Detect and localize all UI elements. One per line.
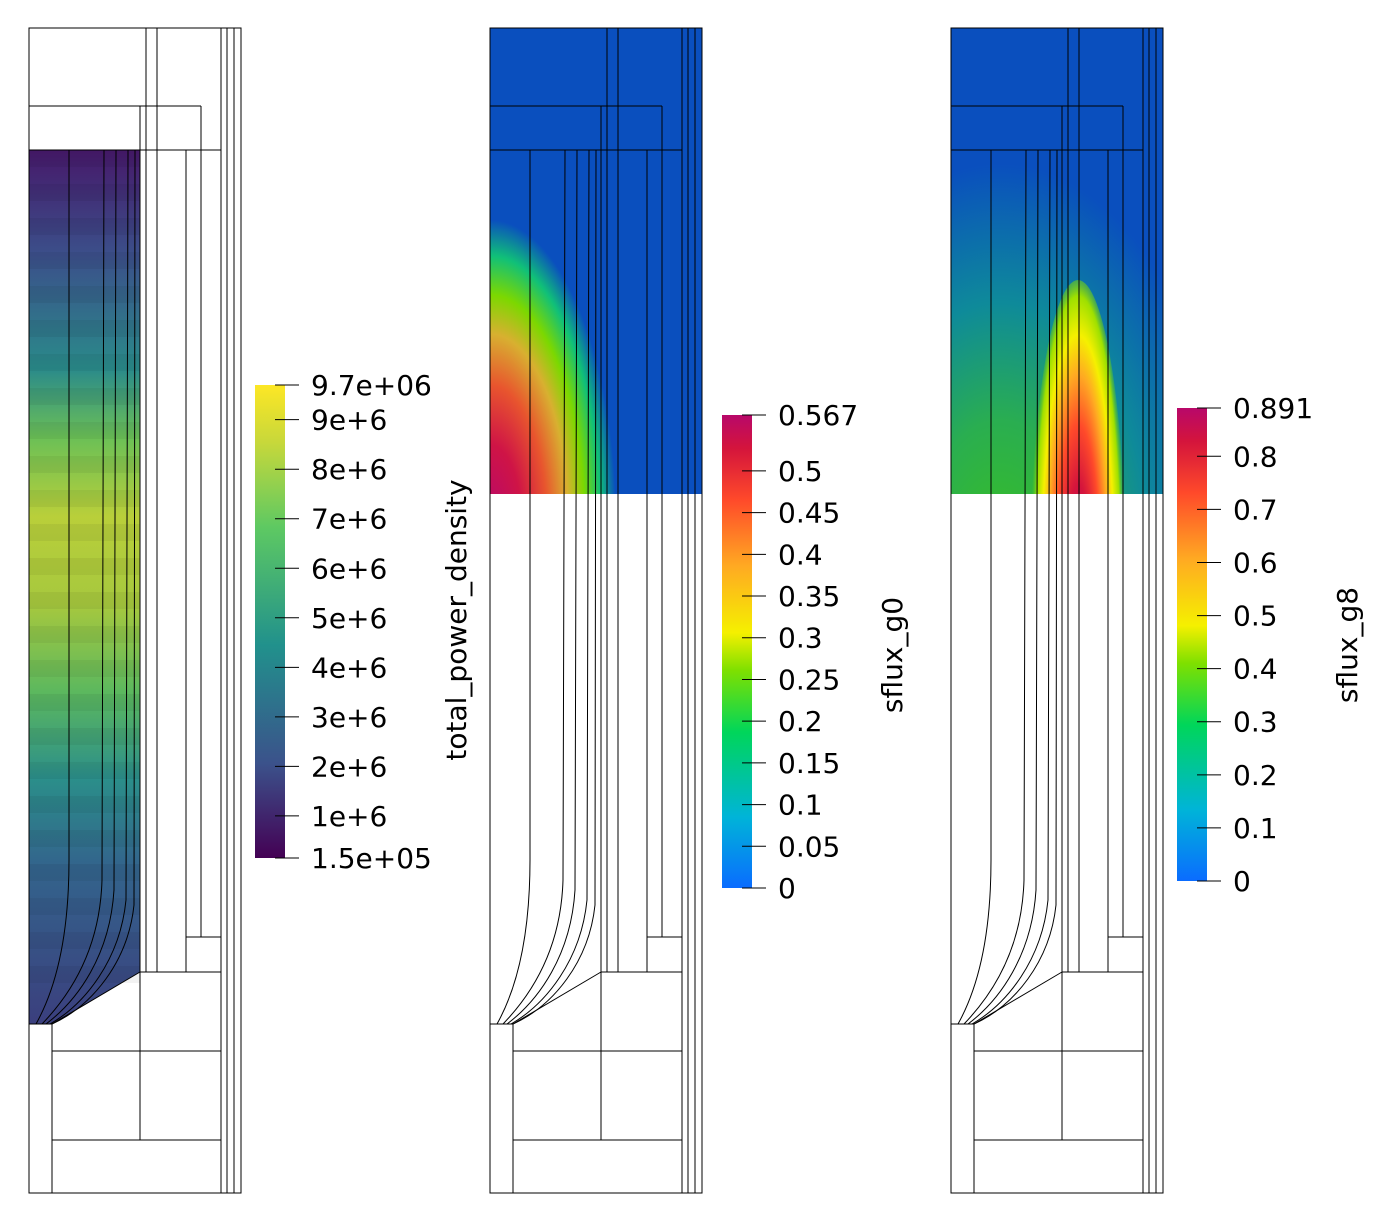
- fuel-cell-band: [29, 354, 140, 371]
- flux-peak-g0: [490, 210, 620, 494]
- colorbar-tick-label: 0.5: [1233, 600, 1278, 633]
- colorbar-tick-label: 1e+6: [311, 800, 387, 833]
- colorbar-tick-label: 0.3: [778, 622, 823, 655]
- colorbar-tick-label: 7e+6: [311, 503, 387, 536]
- fuel-cell-bands: [29, 150, 140, 983]
- mesh-domain-2: [489, 27, 703, 1194]
- colorbar-tick-label: 1.5e+05: [311, 842, 432, 875]
- colorbar-tick-label: 0.1: [778, 789, 823, 822]
- fuel-cell-band: [29, 184, 140, 201]
- fuel-cell-band: [29, 286, 140, 303]
- colorbar-tick-label: 0.891: [1233, 392, 1313, 425]
- fuel-cell-band: [29, 864, 140, 881]
- colorbar-tick-label: 0.4: [778, 538, 823, 571]
- fuel-cell-band: [29, 422, 140, 439]
- fuel-cell-band: [29, 626, 140, 643]
- colorbar-tick-label: 9e+6: [311, 404, 387, 437]
- fuel-region: [29, 150, 140, 1024]
- fuel-cell-band: [29, 490, 140, 507]
- colorbar-tick-label: 0.567: [778, 399, 858, 432]
- flux-peak-g8: [1032, 280, 1124, 494]
- colorbar-title-sflux-g0: sflux_g0: [876, 597, 909, 713]
- panel-sflux-g0: 0.567 0.5 0.45 0.4 0.35 0.3 0.25 0.2 0.15 0.1 0.05…: [489, 27, 909, 1194]
- colorbar-title-sflux-g8: sflux_g8: [1331, 587, 1364, 703]
- flux-broad-g8: [951, 90, 1163, 494]
- colorbar-ticks-sflux-g8: 0.891 0.8 0.7 0.6 0.5 0.4 0.3 0.2 0.1 0: [1197, 392, 1313, 898]
- fuel-cell-band: [29, 150, 140, 167]
- colorbar-tick-label: 2e+6: [311, 750, 387, 783]
- colorbar-tick-label: 0: [778, 872, 796, 905]
- colorbar-power-density: [255, 385, 285, 858]
- colorbar-sflux-g0: [722, 415, 752, 888]
- colorbar-tick-label: 6e+6: [311, 552, 387, 585]
- colorbar-tick-label: 5e+6: [311, 602, 387, 635]
- colorbar-tick-label: 0: [1233, 865, 1251, 898]
- colorbar-tick-label: 0.45: [778, 497, 840, 530]
- fuel-cell-band: [29, 660, 140, 677]
- colorbar-tick-label: 0.05: [778, 830, 840, 863]
- fuel-cell-band: [29, 694, 140, 711]
- fuel-cell-band: [29, 592, 140, 609]
- colorbar-tick-label: 0.35: [778, 580, 840, 613]
- colorbar-sflux-g8: [1177, 408, 1207, 881]
- colorbar-tick-label: 0.15: [778, 747, 840, 780]
- fuel-cell-band: [29, 524, 140, 541]
- fuel-cell-band: [29, 796, 140, 813]
- mesh-domain-1: [28, 27, 242, 1194]
- fuel-cell-band: [29, 218, 140, 235]
- panel-sflux-g8: 0.891 0.8 0.7 0.6 0.5 0.4 0.3 0.2 0.1 0 sflux_g8: [950, 27, 1364, 1194]
- colorbar-tick-label: 0.7: [1233, 493, 1278, 526]
- fuel-cell-band: [29, 558, 140, 575]
- colorbar-tick-label: 0.25: [778, 663, 840, 696]
- colorbar-tick-label: 4e+6: [311, 651, 387, 684]
- colorbar-tick-label: 3e+6: [311, 701, 387, 734]
- colorbar-tick-label: 0.8: [1233, 440, 1278, 473]
- colorbar-tick-label: 0.2: [778, 705, 823, 738]
- fuel-cell-band: [29, 830, 140, 847]
- colorbar-tick-label: 0.2: [1233, 759, 1278, 792]
- colorbar-tick-label: 8e+6: [311, 453, 387, 486]
- fuel-cell-band: [29, 388, 140, 405]
- fuel-cell-band: [29, 728, 140, 745]
- fuel-cell-band: [29, 762, 140, 779]
- fuel-cell-band: [29, 252, 140, 269]
- colorbar-tick-label: 0.1: [1233, 812, 1278, 845]
- fuel-cell-band: [29, 898, 140, 915]
- colorbar-tick-label: 0.6: [1233, 546, 1278, 579]
- colorbar-tick-label: 0.3: [1233, 706, 1278, 739]
- mesh-domain-3: [950, 27, 1164, 1194]
- colorbar-tick-label: 0.4: [1233, 653, 1278, 686]
- fuel-cell-band: [29, 456, 140, 473]
- fuel-cell-band: [29, 966, 140, 983]
- fuel-cell-band: [29, 932, 140, 949]
- colorbar-title-power-density: total_power_density: [440, 479, 473, 760]
- colorbar-tick-label: 9.7e+06: [311, 369, 432, 402]
- colorbar-tick-label: 0.5: [778, 455, 823, 488]
- colorbar-ticks-sflux-g0: 0.567 0.5 0.45 0.4 0.35 0.3 0.25 0.2 0.15 0.1 0.05…: [742, 399, 858, 905]
- fuel-cell-band: [29, 320, 140, 337]
